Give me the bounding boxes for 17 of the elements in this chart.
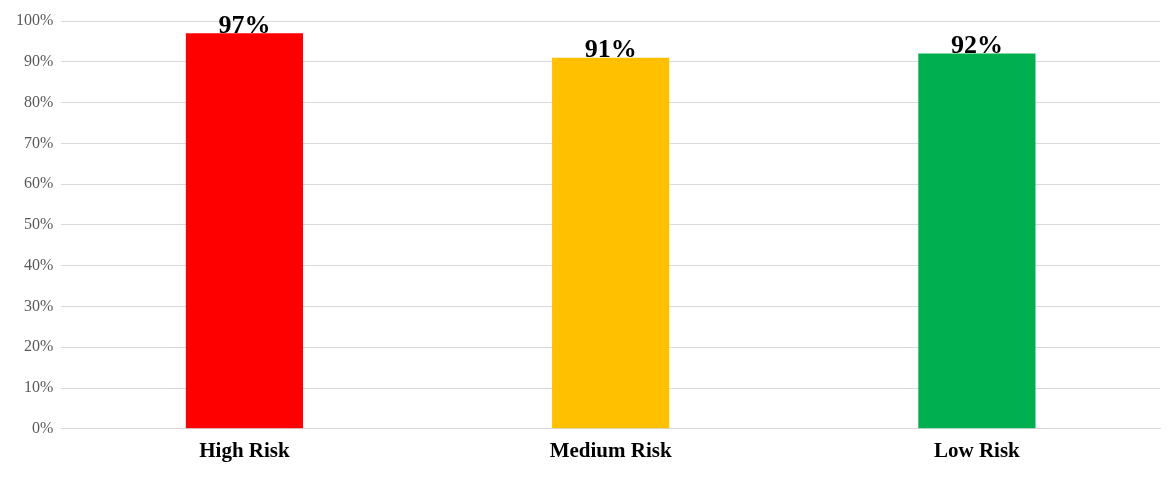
y-tick-label: 40% — [24, 255, 54, 273]
y-tick-label: 50% — [24, 215, 54, 233]
y-tick-label: 20% — [24, 337, 54, 355]
y-tick-label: 80% — [24, 92, 54, 110]
y-tick-label: 60% — [24, 174, 54, 192]
y-tick-label: 100% — [16, 11, 54, 29]
y-tick-label: 0% — [32, 419, 54, 436]
data-label: 91% — [584, 34, 637, 64]
x-tick-label: High Risk — [199, 437, 290, 462]
y-tick-label: 90% — [24, 51, 54, 69]
y-tick-label: 30% — [24, 296, 54, 314]
data-label: 97% — [218, 9, 271, 39]
x-tick-label: Low Risk — [934, 437, 1021, 462]
y-tick-label: 10% — [24, 378, 54, 396]
y-tick-label: 70% — [24, 133, 54, 151]
x-tick-label: Medium Risk — [549, 437, 672, 462]
data-label: 92% — [950, 30, 1003, 60]
